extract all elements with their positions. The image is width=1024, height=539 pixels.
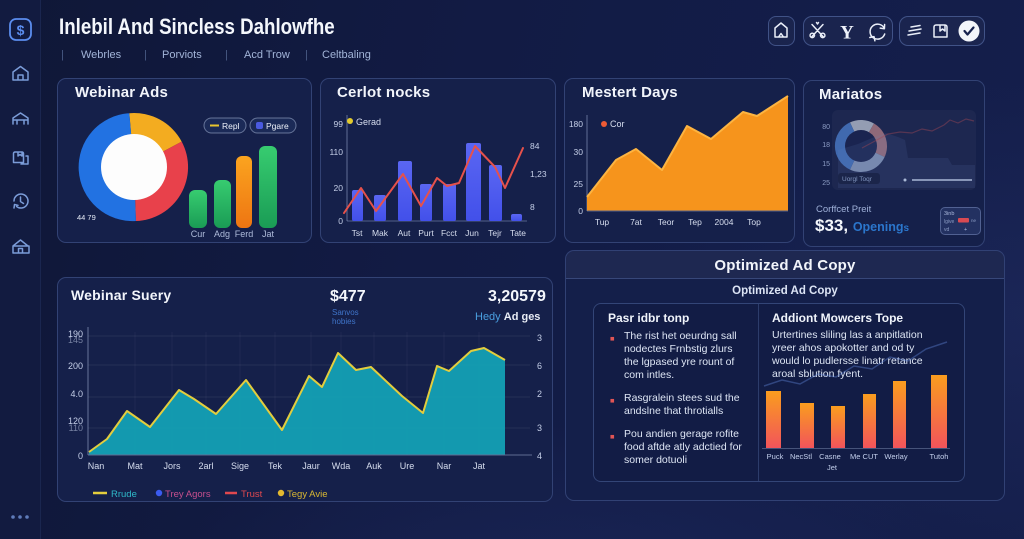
svg-text:30: 30	[574, 147, 584, 157]
svg-text:Tegy Avie: Tegy Avie	[287, 489, 328, 500]
svg-text:7at: 7at	[630, 217, 642, 227]
svg-text:145: 145	[68, 335, 83, 345]
svg-text:NecStl: NecStl	[790, 452, 812, 461]
svg-text:180: 180	[569, 119, 583, 129]
svg-text:Tep: Tep	[688, 217, 702, 227]
svg-text:Me CUT: Me CUT	[850, 452, 878, 461]
svg-text:80: 80	[822, 124, 830, 131]
svg-text:Nan: Nan	[88, 461, 105, 471]
svg-text:25: 25	[822, 180, 830, 187]
svg-text:ne: ne	[971, 218, 977, 223]
svg-text:99: 99	[334, 119, 344, 129]
svg-text:Pgare: Pgare	[266, 121, 289, 131]
svg-text:Nar: Nar	[437, 461, 452, 471]
svg-text:Jet: Jet	[827, 463, 838, 472]
svg-text:Mak: Mak	[372, 228, 389, 238]
svg-text:Y: Y	[840, 23, 854, 44]
svg-text:3inb: 3inb	[944, 211, 954, 217]
svg-text:15: 15	[822, 161, 830, 168]
svg-text:Tutoh: Tutoh	[930, 452, 949, 461]
svg-text:25: 25	[574, 179, 584, 189]
svg-text:110: 110	[69, 423, 83, 433]
svg-text:0: 0	[78, 451, 83, 461]
svg-text:Top: Top	[747, 217, 761, 227]
svg-text:200: 200	[68, 361, 83, 371]
svg-text:110: 110	[329, 147, 343, 157]
svg-text:190: 190	[68, 329, 83, 339]
svg-text:Purt: Purt	[418, 228, 434, 238]
svg-text:Fcct: Fcct	[441, 228, 458, 238]
svg-text:3: 3	[537, 423, 542, 433]
svg-text:vd: vd	[944, 227, 950, 233]
svg-text:Jat: Jat	[262, 229, 275, 239]
svg-text:2arl: 2arl	[198, 461, 213, 471]
svg-text:$: $	[17, 22, 25, 38]
svg-text:Tejr: Tejr	[488, 228, 502, 238]
svg-text:Jun: Jun	[465, 228, 479, 238]
svg-text:120: 120	[68, 416, 83, 426]
svg-text:Jaur: Jaur	[302, 461, 320, 471]
svg-text:0: 0	[578, 206, 583, 216]
svg-text:Casne: Casne	[819, 452, 841, 461]
svg-text:Werlay: Werlay	[884, 452, 907, 461]
svg-text:Cor: Cor	[610, 119, 625, 129]
svg-text:Mat: Mat	[127, 461, 143, 471]
svg-text:18: 18	[822, 142, 830, 149]
svg-text:Trey Agors: Trey Agors	[165, 489, 211, 500]
svg-text:Sige: Sige	[231, 461, 249, 471]
svg-text:Cur: Cur	[191, 229, 206, 239]
svg-text:44 79: 44 79	[77, 213, 96, 222]
svg-text:Jors: Jors	[163, 461, 181, 471]
svg-text:Wda: Wda	[332, 461, 351, 471]
svg-text:Rrude: Rrude	[111, 489, 137, 500]
svg-text:8: 8	[530, 202, 535, 212]
svg-text:Tek: Tek	[268, 461, 283, 471]
svg-text:3: 3	[537, 333, 542, 343]
svg-text:0: 0	[338, 216, 343, 226]
svg-text:Ure: Ure	[400, 461, 415, 471]
svg-text:Tate: Tate	[510, 228, 526, 238]
svg-text:Trust: Trust	[241, 489, 263, 500]
svg-text:Auk: Auk	[366, 461, 382, 471]
svg-text:Aut: Aut	[398, 228, 411, 238]
svg-text:Repl: Repl	[222, 121, 240, 131]
svg-text:Uorgl Toqr: Uorgl Toqr	[842, 176, 873, 183]
svg-text:1,23: 1,23	[530, 169, 547, 179]
svg-text:2: 2	[537, 389, 542, 399]
svg-text:2004: 2004	[715, 217, 734, 227]
svg-text:6: 6	[537, 361, 542, 371]
svg-text:lgive: lgive	[944, 219, 955, 225]
svg-text:Tst: Tst	[352, 228, 364, 238]
svg-text:Teor: Teor	[658, 217, 675, 227]
svg-text:Gerad: Gerad	[356, 117, 381, 127]
svg-text:Tup: Tup	[595, 217, 610, 227]
svg-text:Puck: Puck	[767, 452, 784, 461]
svg-text:4: 4	[537, 451, 542, 461]
svg-text:4.0: 4.0	[70, 389, 83, 399]
svg-text:Jat: Jat	[473, 461, 486, 471]
svg-text:Adg: Adg	[214, 229, 230, 239]
svg-text:+: +	[964, 227, 967, 233]
svg-text:84: 84	[530, 141, 540, 151]
svg-text:Ferd: Ferd	[235, 229, 254, 239]
svg-text:20: 20	[334, 183, 344, 193]
